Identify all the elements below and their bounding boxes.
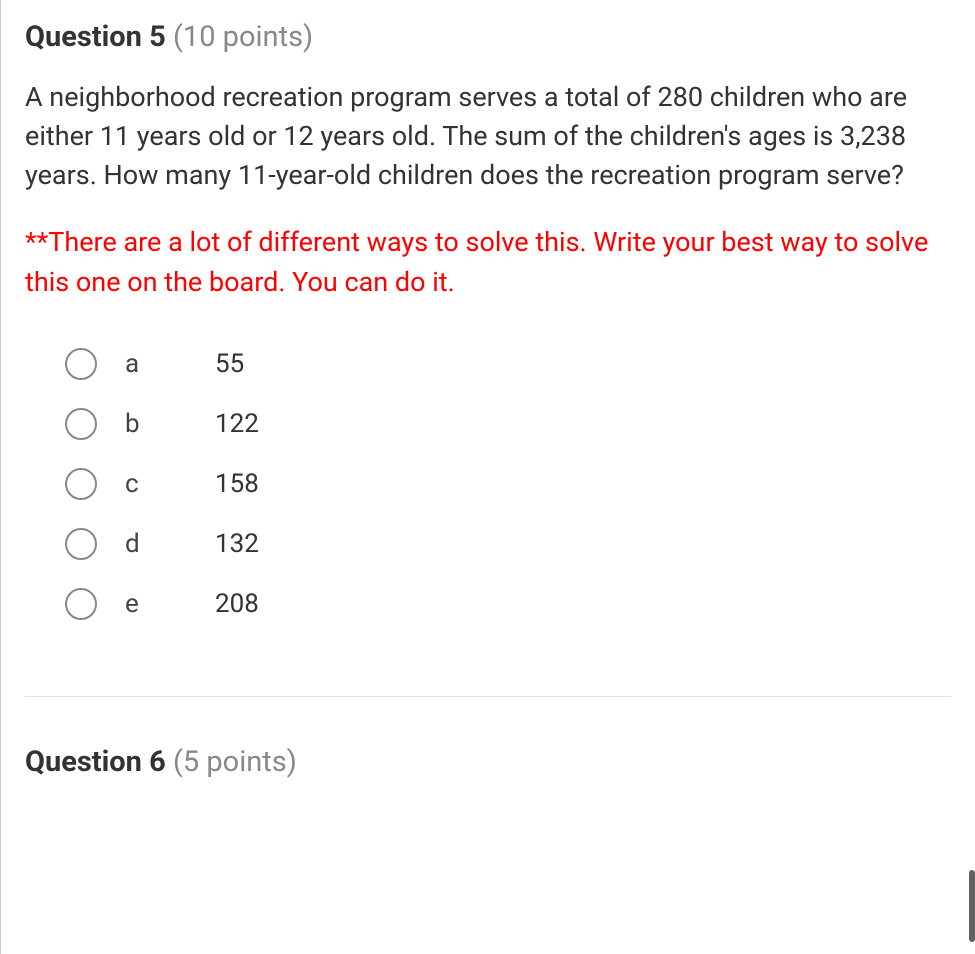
option-b-value: 122 bbox=[215, 409, 259, 439]
question-divider bbox=[25, 696, 951, 697]
quiz-content: Question 5 (10 points) A neighborhood re… bbox=[1, 0, 975, 779]
scrollbar-thumb[interactable] bbox=[969, 870, 975, 942]
radio-a[interactable] bbox=[65, 348, 97, 380]
option-b-letter: b bbox=[125, 409, 215, 439]
option-c-letter: c bbox=[125, 469, 215, 499]
question-5-number: Question 5 bbox=[25, 20, 166, 54]
question-6-header: Question 6 (5 points) bbox=[25, 745, 951, 779]
option-a-value: 55 bbox=[215, 349, 244, 379]
option-a-row[interactable]: a 55 bbox=[65, 342, 951, 386]
option-e-row[interactable]: e 208 bbox=[65, 582, 951, 626]
option-c-value: 158 bbox=[215, 469, 259, 499]
question-5-options: a 55 b 122 c 158 d 132 e 208 bbox=[25, 342, 951, 626]
question-5-points: (10 points) bbox=[173, 20, 313, 54]
question-6-points: (5 points) bbox=[173, 745, 297, 779]
radio-c[interactable] bbox=[65, 468, 97, 500]
question-6-number: Question 6 bbox=[25, 745, 166, 779]
radio-b[interactable] bbox=[65, 408, 97, 440]
option-b-row[interactable]: b 122 bbox=[65, 402, 951, 446]
radio-e[interactable] bbox=[65, 588, 97, 620]
question-5-text: A neighborhood recreation program serves… bbox=[25, 78, 951, 195]
radio-d[interactable] bbox=[65, 528, 97, 560]
option-d-letter: d bbox=[125, 529, 215, 559]
question-5-header: Question 5 (10 points) bbox=[25, 20, 951, 54]
question-5-hint: **There are a lot of different ways to s… bbox=[25, 223, 951, 301]
option-d-value: 132 bbox=[215, 529, 259, 559]
option-e-value: 208 bbox=[215, 589, 259, 619]
option-a-letter: a bbox=[125, 349, 215, 379]
option-d-row[interactable]: d 132 bbox=[65, 522, 951, 566]
option-e-letter: e bbox=[125, 589, 215, 619]
option-c-row[interactable]: c 158 bbox=[65, 462, 951, 506]
